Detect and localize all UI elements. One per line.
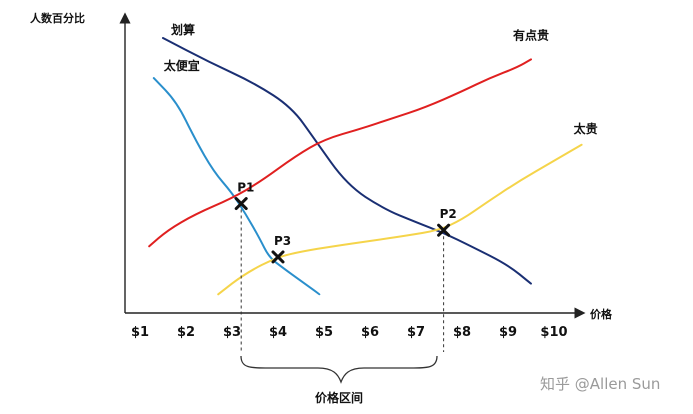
x-tick-label: $5	[315, 325, 333, 340]
x-tick-label: $1	[131, 325, 149, 340]
y-axis-title: 人数百分比	[30, 11, 85, 25]
x-tick-label: $6	[361, 325, 379, 340]
x-tick-label: $7	[407, 325, 425, 340]
intersection-marker	[271, 250, 285, 264]
series-label: 划算	[171, 22, 195, 37]
series-label: 太便宜	[164, 58, 200, 73]
intersection-marker	[234, 197, 248, 211]
price-range-label: 价格区间	[315, 390, 363, 405]
x-tick-label: $10	[540, 325, 567, 340]
intersection-points: P1 P2 P3	[234, 181, 457, 352]
x-axis-title: 价格	[590, 307, 613, 321]
x-tick-labels: $1 $2 $3 $4 $5 $6 $7 $8 $9 $10	[131, 325, 568, 340]
point-label: P2	[440, 207, 457, 221]
point-label: P1	[237, 181, 254, 195]
x-tick-label: $8	[453, 325, 471, 340]
intersection-marker	[437, 223, 451, 237]
series-lines	[148, 37, 583, 296]
series-line	[152, 77, 321, 296]
series-label: 有点贵	[513, 27, 549, 42]
series-line	[217, 143, 583, 296]
x-tick-label: $9	[499, 325, 517, 340]
x-tick-label: $4	[269, 325, 287, 340]
x-tick-label: $3	[223, 325, 241, 340]
price-range-brace	[240, 355, 438, 384]
point-label: P3	[274, 234, 291, 248]
series-label: 太贵	[574, 121, 598, 136]
series-line	[148, 58, 532, 248]
x-tick-label: $2	[177, 325, 195, 340]
series-line	[162, 37, 532, 285]
watermark-text: 知乎 @Allen Sun	[540, 375, 660, 393]
